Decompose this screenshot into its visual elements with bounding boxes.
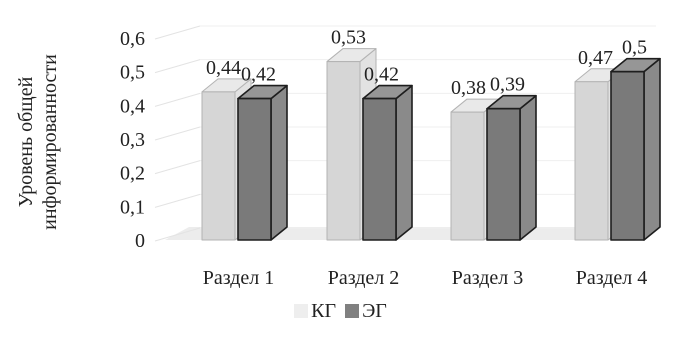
bar-1-3 (610, 70, 645, 241)
legend-swatch-kg (294, 304, 309, 318)
bars (201, 48, 661, 241)
data-label-0-3: 0,47 (578, 47, 613, 69)
data-label-1-0: 0,42 (241, 64, 276, 86)
data-label-0-2: 0,38 (451, 77, 486, 99)
bar-0-0 (201, 91, 236, 241)
y-tick-labels: 0 0,1 0,2 0,3 0,4 0,5 0,6 (120, 28, 145, 252)
legend-label-kg: КГ (311, 300, 337, 322)
bar-0-2 (450, 111, 485, 241)
x-tick-2: Раздел 3 (452, 267, 524, 289)
gridline-6 (154, 25, 201, 40)
gridline-0 (154, 227, 201, 242)
data-label-0-1: 0,53 (331, 27, 366, 49)
legend: КГ ЭГ (0, 300, 681, 323)
y-axis-title-line-1: Уровень общей (15, 76, 37, 207)
y-tick-2: 0,2 (120, 163, 145, 185)
legend-item-kg: КГ (294, 300, 336, 323)
x-tick-0: Раздел 1 (203, 267, 275, 289)
gridline-5 (154, 59, 201, 74)
legend-swatch-eg (345, 304, 360, 318)
y-axis-title-line-2: информированности (39, 54, 61, 230)
data-label-1-3: 0,5 (622, 37, 647, 59)
data-label-0-0: 0,44 (206, 57, 241, 79)
chart-svg: 0 0,1 0,2 0,3 0,4 0,5 0,6 Уровень общей информ… (15, 25, 661, 289)
bar-side-1-1 (395, 84, 413, 241)
y-axis-title: Уровень общей информированности (15, 54, 61, 230)
legend-item-eg: ЭГ (345, 300, 387, 323)
bar-0-1 (326, 61, 361, 241)
bar-1-2 (486, 107, 521, 241)
data-label-1-1: 0,42 (364, 64, 399, 86)
x-tick-3: Раздел 4 (576, 267, 648, 289)
gridline-3 (154, 126, 201, 141)
y-tick-5: 0,5 (120, 62, 145, 84)
data-label-1-2: 0,39 (490, 74, 525, 96)
bar-1-0 (237, 97, 272, 241)
x-tick-1: Раздел 2 (328, 267, 400, 289)
gridline-1 (154, 193, 201, 208)
bar-side-1-0 (270, 84, 288, 241)
y-tick-6: 0,6 (120, 28, 145, 50)
x-tick-labels: Раздел 1 Раздел 2 Раздел 3 Раздел 4 (203, 267, 648, 289)
y-tick-3: 0,3 (120, 129, 145, 151)
data-labels: 0,44 0,420,530,420,38 0,390,47 0,5 (206, 27, 647, 100)
bar-0-3 (574, 81, 609, 241)
bar-side-1-3 (643, 57, 661, 241)
bar-1-1 (362, 97, 397, 241)
legend-label-eg: ЭГ (362, 300, 387, 322)
y-tick-0: 0 (135, 230, 145, 252)
bar-side-1-2 (519, 94, 537, 241)
gridline-2 (154, 160, 201, 175)
y-tick-1: 0,1 (120, 196, 145, 218)
gridline-4 (154, 92, 201, 107)
y-tick-4: 0,4 (120, 95, 145, 117)
